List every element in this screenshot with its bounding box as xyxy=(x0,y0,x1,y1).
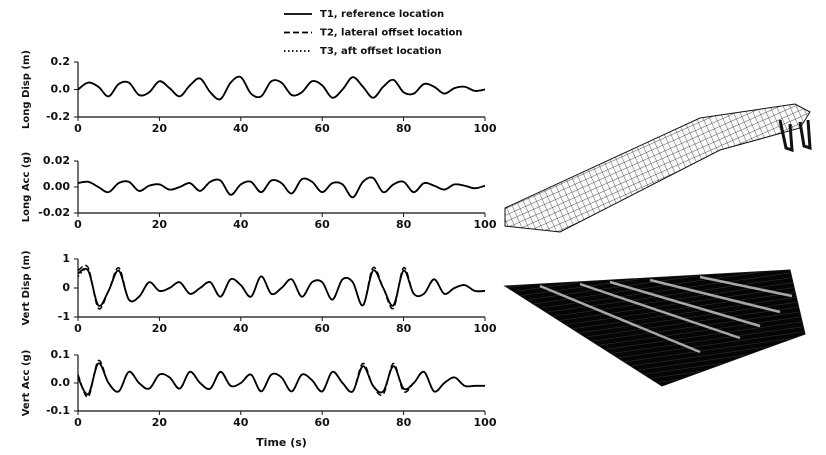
series-line xyxy=(78,363,485,394)
x-tick-label: 60 xyxy=(315,122,331,135)
x-tick-label: 80 xyxy=(396,416,412,429)
y-tick-label: 0.0 xyxy=(51,83,71,96)
x-tick-label: 20 xyxy=(152,122,168,135)
x-tick-label: 60 xyxy=(315,322,331,335)
y-tick-label: 0.0 xyxy=(51,376,71,389)
x-tick-label: 80 xyxy=(396,322,412,335)
x-tick-label: 40 xyxy=(233,218,249,231)
x-tick-label: 0 xyxy=(74,322,82,335)
y-tick-label: -0.2 xyxy=(46,110,70,123)
y-tick-label: 0.1 xyxy=(51,348,71,361)
y-tick-label: 1 xyxy=(62,252,70,265)
legend-label: T1, reference location xyxy=(320,9,444,20)
x-tick-label: 0 xyxy=(74,416,82,429)
series-line xyxy=(78,77,485,100)
x-tick-label: 60 xyxy=(315,218,331,231)
y-tick-label: -1 xyxy=(58,310,70,323)
legend: T1, reference location T2, lateral offset… xyxy=(284,9,463,57)
legend-label: T3, aft offset location xyxy=(320,46,442,57)
panel: -0.2 0.0 0.2 0 20 40 60 80 100 Long Disp (m) xyxy=(21,50,497,135)
legend-label: T2, lateral offset location xyxy=(320,28,463,39)
y-tick-label: 0 xyxy=(62,281,70,294)
deck-mesh-top xyxy=(505,104,810,232)
x-tick-label: 60 xyxy=(315,416,331,429)
x-tick-label: 100 xyxy=(474,218,497,231)
x-tick-label: 40 xyxy=(233,416,249,429)
x-tick-label: 40 xyxy=(233,322,249,335)
x-tick-label: 100 xyxy=(474,122,497,135)
deck-mesh-bottom xyxy=(505,270,805,386)
y-axis-label: Vert Acc (g) xyxy=(21,350,32,417)
x-tick-label: 40 xyxy=(233,122,249,135)
x-axis-label: Time (s) xyxy=(256,436,307,449)
series-line xyxy=(78,360,485,397)
series-line xyxy=(78,77,485,100)
y-axis-label: Long Acc (g) xyxy=(21,152,32,222)
y-axis-label: Long Disp (m) xyxy=(21,50,32,129)
y-axis-label: Vert Disp (m) xyxy=(21,250,32,325)
y-tick-label: -0.1 xyxy=(46,404,70,417)
panel: -0.02 0.00 0.02 0 20 40 60 80 100 Long Acc (g) xyxy=(21,152,497,231)
y-tick-label: 0.02 xyxy=(43,154,70,167)
x-tick-label: 0 xyxy=(74,218,82,231)
x-tick-label: 100 xyxy=(474,322,497,335)
series-line xyxy=(78,177,485,197)
series-line xyxy=(78,77,485,100)
series-line xyxy=(78,269,485,306)
x-tick-label: 20 xyxy=(152,416,168,429)
x-tick-label: 100 xyxy=(474,416,497,429)
panel: -0.1 0.0 0.1 0 20 40 60 80 100 Vert Acc (g) Time (… xyxy=(21,348,497,449)
x-tick-label: 80 xyxy=(396,122,412,135)
x-tick-label: 80 xyxy=(396,218,412,231)
x-tick-label: 0 xyxy=(74,122,82,135)
series-line xyxy=(78,177,485,197)
y-tick-label: 0.00 xyxy=(43,180,70,193)
y-tick-label: 0.2 xyxy=(51,55,71,68)
series-line xyxy=(78,363,485,394)
series-line xyxy=(78,177,485,197)
x-tick-label: 20 xyxy=(152,322,168,335)
x-tick-label: 20 xyxy=(152,218,168,231)
y-tick-label: -0.02 xyxy=(38,206,70,219)
figure: T1, reference location T2, lateral offset… xyxy=(0,0,826,455)
